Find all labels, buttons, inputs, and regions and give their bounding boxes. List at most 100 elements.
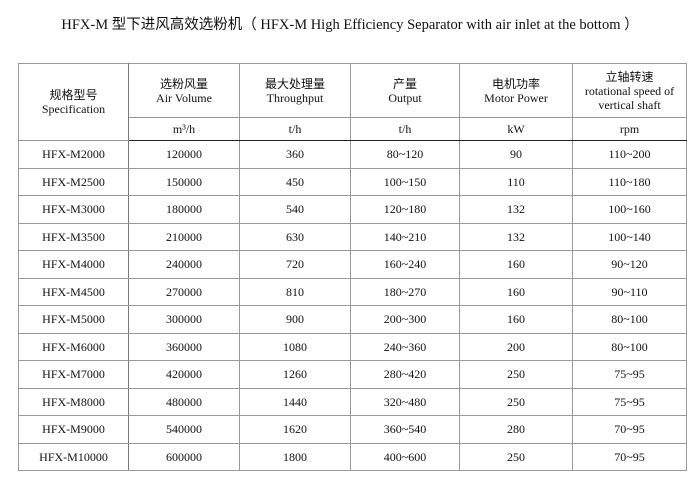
header-zh: 选粉风量 <box>159 76 208 91</box>
table-row: HFX-M3500 210000 630 140~210 132 100~140 <box>18 222 687 251</box>
header-en: Output <box>388 90 422 105</box>
table-row: HFX-M8000 480000 1440 320~480 250 75~95 <box>18 387 687 416</box>
model-cell: HFX-M4500 <box>18 277 129 306</box>
table-row: HFX-M10000 600000 1800 400~600 250 70~95 <box>18 442 687 471</box>
value-cell: 360000 <box>128 332 240 361</box>
header-zh: 电机功率 <box>491 76 540 91</box>
value-cell: 140~210 <box>350 222 460 251</box>
model-cell: HFX-M10000 <box>18 442 129 471</box>
value-cell: 110~200 <box>572 140 687 169</box>
unit-cell: kW <box>459 117 573 141</box>
table-row: HFX-M7000 420000 1260 280~420 250 75~95 <box>18 360 687 389</box>
value-cell: 360~540 <box>350 415 460 444</box>
header-en: Throughput <box>266 90 324 105</box>
value-cell: 210000 <box>128 222 240 251</box>
model-cell: HFX-M6000 <box>18 332 129 361</box>
table-row: HFX-M2500 150000 450 100~150 110 110~180 <box>18 167 687 196</box>
value-cell: 250 <box>459 387 573 416</box>
table-row: HFX-M4500 270000 810 180~270 160 90~110 <box>18 277 687 306</box>
value-cell: 180000 <box>128 195 240 224</box>
unit-cell: t/h <box>350 117 460 141</box>
table-row: HFX-M4000 240000 720 160~240 160 90~120 <box>18 250 687 279</box>
value-cell: 270000 <box>128 277 240 306</box>
value-cell: 300000 <box>128 305 240 334</box>
value-cell: 420000 <box>128 360 240 389</box>
value-cell: 720 <box>239 250 351 279</box>
header-en: Motor Power <box>484 90 548 105</box>
value-cell: 1620 <box>239 415 351 444</box>
value-cell: 120000 <box>128 140 240 169</box>
model-cell: HFX-M7000 <box>18 360 129 389</box>
value-cell: 75~95 <box>572 387 687 416</box>
table-row: HFX-M3000 180000 540 120~180 132 100~160 <box>18 195 687 224</box>
table-row: HFX-M6000 360000 1080 240~360 200 80~100 <box>18 332 687 361</box>
header-output: 产量 Output <box>350 63 460 118</box>
value-cell: 200~300 <box>350 305 460 334</box>
value-cell: 160~240 <box>350 250 460 279</box>
value-cell: 240~360 <box>350 332 460 361</box>
header-en: rotational speed of vertical shaft <box>584 83 675 112</box>
value-cell: 1440 <box>239 387 351 416</box>
header-zh: 立轴转速 <box>605 69 654 84</box>
model-cell: HFX-M8000 <box>18 387 129 416</box>
value-cell: 250 <box>459 442 573 471</box>
value-cell: 600000 <box>128 442 240 471</box>
value-cell: 110~180 <box>572 167 687 196</box>
value-cell: 80~100 <box>572 305 687 334</box>
value-cell: 70~95 <box>572 442 687 471</box>
unit-cell: t/h <box>239 117 351 141</box>
value-cell: 160 <box>459 305 573 334</box>
value-cell: 132 <box>459 222 573 251</box>
value-cell: 400~600 <box>350 442 460 471</box>
value-cell: 90 <box>459 140 573 169</box>
header-throughput: 最大处理量 Throughput <box>239 63 351 118</box>
value-cell: 110 <box>459 167 573 196</box>
header-en: Specification <box>41 102 106 116</box>
value-cell: 280 <box>459 415 573 444</box>
unit-cell: m³/h <box>128 117 240 141</box>
value-cell: 100~150 <box>350 167 460 196</box>
value-cell: 280~420 <box>350 360 460 389</box>
value-cell: 160 <box>459 277 573 306</box>
table-row: HFX-M9000 540000 1620 360~540 280 70~95 <box>18 415 687 444</box>
value-cell: 450 <box>239 167 351 196</box>
units-row: m³/h t/h t/h kW rpm <box>19 117 687 141</box>
value-cell: 80~100 <box>572 332 687 361</box>
value-cell: 320~480 <box>350 387 460 416</box>
value-cell: 540 <box>239 195 351 224</box>
value-cell: 1800 <box>239 442 351 471</box>
header-shaft-speed: 立轴转速 rotational speed of vertical shaft <box>572 63 687 118</box>
value-cell: 90~110 <box>572 277 687 306</box>
header-row: 规格型号 Specification 选粉风量 Air Volume 最大处理量 T… <box>18 63 687 141</box>
value-cell: 70~95 <box>572 415 687 444</box>
value-cell: 540000 <box>128 415 240 444</box>
spec-table: 规格型号 Specification 选粉风量 Air Volume 最大处理量 T… <box>18 63 687 471</box>
value-cell: 1080 <box>239 332 351 361</box>
header-en: Air Volume <box>156 90 212 105</box>
value-cell: 180~270 <box>350 277 460 306</box>
value-cell: 100~160 <box>572 195 687 224</box>
model-cell: HFX-M3000 <box>18 195 129 224</box>
header-air-volume: 选粉风量 Air Volume <box>128 63 240 118</box>
page-title: HFX-M 型下进风高效选粉机（ HFX-M High Efficiency S… <box>61 17 639 33</box>
value-cell: 630 <box>239 222 351 251</box>
model-cell: HFX-M9000 <box>18 415 129 444</box>
value-cell: 150000 <box>128 167 240 196</box>
value-cell: 120~180 <box>350 195 460 224</box>
unit-cell: rpm <box>572 117 687 141</box>
table-row: HFX-M5000 300000 900 200~300 160 80~100 <box>18 305 687 334</box>
model-cell: HFX-M4000 <box>18 250 129 279</box>
value-cell: 200 <box>459 332 573 361</box>
model-cell: HFX-M3500 <box>18 222 129 251</box>
value-cell: 132 <box>459 195 573 224</box>
value-cell: 360 <box>239 140 351 169</box>
table-row: HFX-M2000 120000 360 80~120 90 110~200 <box>18 140 687 169</box>
model-cell: HFX-M2500 <box>18 167 129 196</box>
header-zh: 规格型号 <box>49 88 98 102</box>
value-cell: 1260 <box>239 360 351 389</box>
value-cell: 250 <box>459 360 573 389</box>
model-cell: HFX-M2000 <box>18 140 129 169</box>
model-cell: HFX-M5000 <box>18 305 129 334</box>
value-cell: 810 <box>239 277 351 306</box>
header-motor-power: 电机功率 Motor Power <box>459 63 573 118</box>
